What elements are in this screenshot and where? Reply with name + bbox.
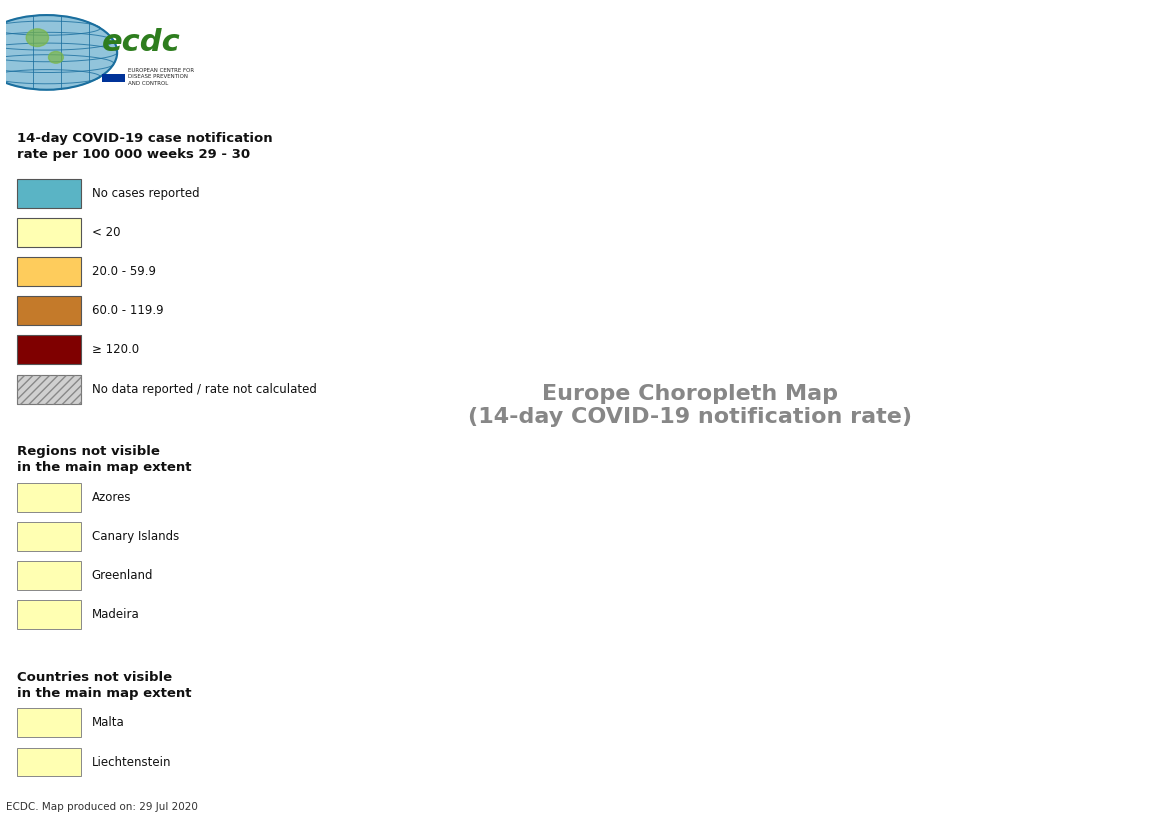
Bar (16, 336, 81, 364)
Bar (16, 522, 81, 551)
Text: < 20: < 20 (92, 226, 121, 239)
Text: EUROPEAN CENTRE FOR
DISEASE PREVENTION
AND CONTROL: EUROPEAN CENTRE FOR DISEASE PREVENTION A… (129, 68, 195, 86)
Ellipse shape (27, 29, 49, 47)
Bar (16, 748, 81, 776)
Bar (16, 218, 81, 247)
Text: 60.0 - 119.9: 60.0 - 119.9 (92, 304, 164, 317)
Text: No cases reported: No cases reported (92, 187, 200, 200)
Bar (16, 257, 81, 286)
Bar (16, 561, 81, 590)
Text: Greenland: Greenland (92, 569, 153, 582)
Bar (16, 708, 81, 737)
Text: Madeira: Madeira (92, 609, 139, 622)
Text: Malta: Malta (92, 717, 124, 729)
Text: Canary Islands: Canary Islands (92, 530, 179, 543)
Text: Europe Choropleth Map
(14-day COVID-19 notification rate): Europe Choropleth Map (14-day COVID-19 n… (469, 384, 912, 427)
Text: 14-day COVID-19 case notification
rate per 100 000 weeks 29 - 30: 14-day COVID-19 case notification rate p… (16, 132, 273, 161)
Bar (16, 179, 81, 207)
Text: ECDC. Map produced on: 29 Jul 2020: ECDC. Map produced on: 29 Jul 2020 (6, 803, 197, 812)
Text: Regions not visible
in the main map extent: Regions not visible in the main map exte… (16, 445, 191, 474)
Text: Azores: Azores (92, 491, 131, 504)
Text: ecdc: ecdc (102, 28, 181, 57)
Text: 20.0 - 59.9: 20.0 - 59.9 (92, 265, 155, 278)
Circle shape (0, 15, 117, 90)
Bar (102, 74, 124, 82)
Text: Liechtenstein: Liechtenstein (92, 756, 172, 768)
Bar (16, 375, 81, 404)
Bar (16, 375, 81, 404)
Text: Countries not visible
in the main map extent: Countries not visible in the main map ex… (16, 671, 191, 700)
Text: No data reported / rate not calculated: No data reported / rate not calculated (92, 382, 317, 396)
Bar (16, 482, 81, 512)
Bar (16, 296, 81, 325)
Text: ≥ 120.0: ≥ 120.0 (92, 343, 139, 356)
Bar (16, 600, 81, 629)
Ellipse shape (49, 52, 64, 63)
